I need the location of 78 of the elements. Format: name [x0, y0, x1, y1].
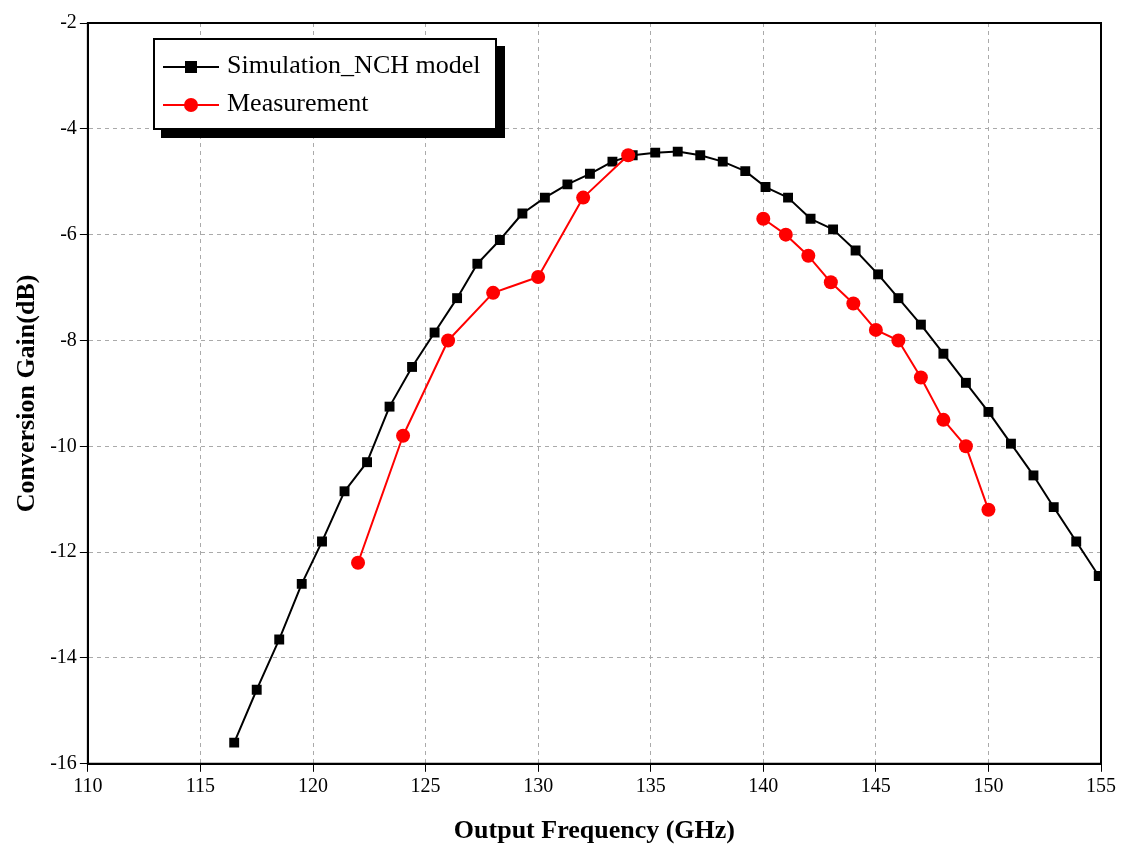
point — [274, 634, 285, 645]
y-tick-label: -14 — [50, 645, 77, 668]
point — [472, 258, 483, 269]
x-tick-label: 125 — [410, 774, 441, 797]
legend-label: Measurement — [227, 88, 369, 117]
point — [740, 166, 751, 177]
x-tick-label: 110 — [73, 774, 103, 797]
point — [756, 211, 771, 226]
y-tick-label: -4 — [60, 116, 77, 139]
point — [936, 412, 951, 427]
point — [873, 269, 884, 280]
point — [1005, 438, 1016, 449]
point — [717, 156, 728, 167]
point — [846, 296, 861, 311]
point — [913, 370, 928, 385]
point — [494, 235, 505, 245]
x-tick-label: 140 — [748, 774, 779, 797]
x-tick-label: 150 — [973, 774, 1004, 797]
point — [362, 457, 372, 468]
point — [893, 293, 904, 304]
point — [229, 737, 240, 748]
point — [650, 147, 661, 158]
point — [251, 684, 262, 695]
x-tick-label: 145 — [860, 774, 891, 797]
point — [531, 269, 546, 284]
point — [452, 293, 463, 304]
y-tick-label: -8 — [60, 327, 77, 350]
y-tick-label: -2 — [60, 10, 77, 33]
point — [958, 439, 973, 454]
point — [805, 213, 816, 224]
y-tick-label: -6 — [60, 221, 77, 244]
point — [517, 208, 528, 219]
point — [915, 319, 926, 330]
x-tick-label: 130 — [523, 774, 554, 797]
point — [584, 168, 595, 179]
point — [486, 285, 501, 300]
point — [351, 555, 366, 570]
point — [576, 190, 591, 205]
x-tick-label: 115 — [185, 774, 216, 797]
point — [621, 148, 636, 163]
point — [339, 486, 350, 497]
x-tick-label: 135 — [635, 774, 666, 797]
point — [607, 156, 618, 167]
x-tick-label: 155 — [1086, 774, 1116, 797]
point — [981, 502, 996, 517]
point — [672, 146, 683, 157]
point — [783, 192, 793, 203]
y-tick-label: -10 — [50, 433, 77, 456]
point — [296, 578, 307, 589]
point — [868, 322, 883, 337]
point — [801, 248, 816, 263]
y-tick-label: -16 — [50, 751, 77, 774]
y-axis-title: Conversion Gain(dB) — [11, 274, 41, 513]
point — [828, 224, 839, 235]
x-axis-title: Output Frequency (GHz) — [453, 815, 736, 845]
point — [938, 348, 949, 359]
point — [562, 179, 573, 190]
point — [429, 327, 440, 338]
point — [891, 333, 906, 348]
point — [983, 406, 994, 417]
point — [317, 536, 327, 547]
point — [539, 192, 550, 203]
point — [384, 401, 395, 412]
point — [1028, 470, 1039, 481]
point — [407, 361, 418, 372]
point — [396, 428, 411, 443]
point — [1071, 536, 1082, 547]
point — [695, 150, 706, 161]
x-tick-label: 120 — [298, 774, 328, 797]
point — [823, 275, 838, 290]
point — [1048, 502, 1059, 513]
point — [760, 182, 771, 192]
y-tick-label: -12 — [50, 539, 77, 562]
point — [441, 333, 456, 348]
point — [960, 377, 971, 388]
point — [778, 227, 793, 242]
legend-label: Simulation_NCH model — [227, 50, 481, 79]
point — [850, 245, 861, 256]
